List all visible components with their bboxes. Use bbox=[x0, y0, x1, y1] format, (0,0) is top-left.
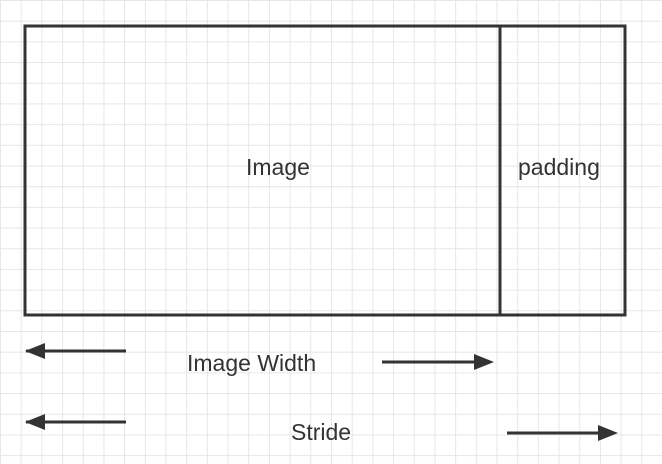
stride-left-arrowhead bbox=[25, 414, 45, 430]
image-width-right-arrowhead bbox=[474, 354, 494, 370]
image-width-label: Image Width bbox=[187, 350, 317, 376]
stride-right-arrowhead bbox=[598, 425, 618, 441]
padding-label: padding bbox=[518, 154, 600, 180]
image-width-arrows bbox=[25, 343, 494, 370]
image-label: Image bbox=[246, 154, 310, 180]
image-width-left-arrowhead bbox=[25, 343, 45, 359]
image-box bbox=[23, 24, 627, 317]
stride-label: Stride bbox=[291, 419, 352, 445]
stride-arrows bbox=[25, 414, 618, 441]
